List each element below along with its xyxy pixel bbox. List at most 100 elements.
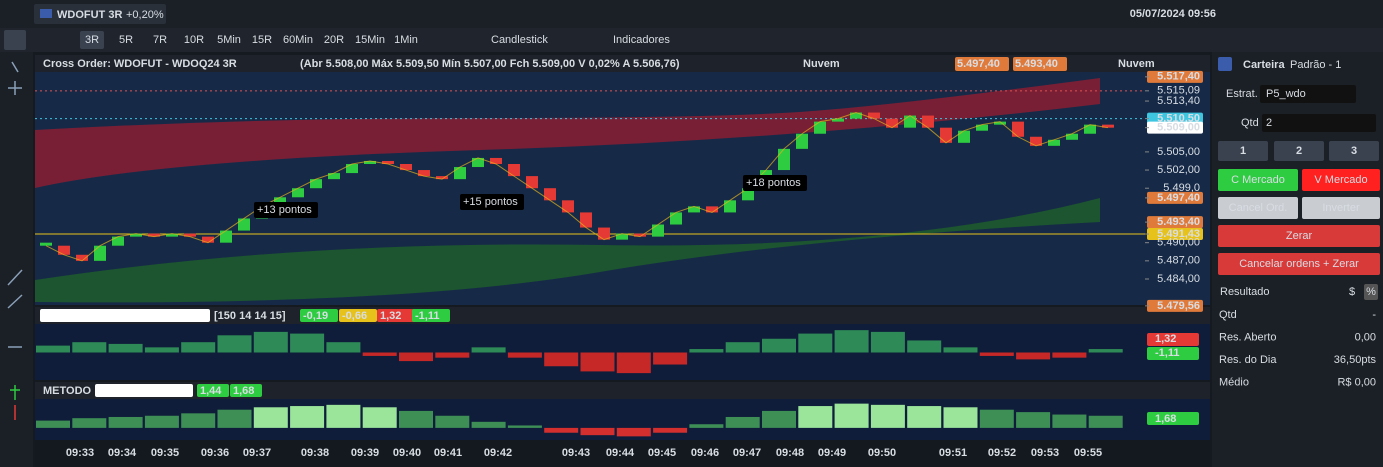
histogram-bar — [580, 352, 615, 372]
candle — [40, 242, 52, 246]
price-label: 5.484,00 — [1157, 273, 1200, 285]
candle — [562, 200, 574, 213]
histogram-bar — [979, 352, 1014, 356]
histogram-bar — [653, 352, 688, 365]
candle — [616, 233, 628, 240]
qty-input[interactable] — [1262, 114, 1376, 132]
result-unit: % — [1366, 286, 1376, 298]
histogram-bar — [36, 420, 70, 428]
cancel-button[interactable] — [1218, 197, 1298, 219]
cancel_zero-label: Cancelar ordens + Zerar — [1239, 258, 1359, 270]
indicator-value: -0,66 — [342, 310, 367, 322]
tab[interactable] — [34, 4, 166, 24]
chart-title: Cross Order: WDOFUT - WDOQ24 3R — [43, 58, 237, 70]
histogram-bar — [108, 343, 143, 353]
candle — [868, 112, 880, 119]
buy-button[interactable] — [1218, 169, 1298, 191]
annotation-bg — [254, 202, 318, 218]
histogram-bar — [943, 347, 978, 353]
result-unit-bg[interactable] — [1364, 284, 1378, 300]
qty-button[interactable] — [1218, 141, 1268, 161]
qty-value: 2 — [1266, 117, 1272, 129]
qty-button[interactable] — [1329, 141, 1379, 161]
histogram-bar — [36, 345, 70, 353]
histogram-bar — [181, 413, 216, 428]
histogram-bar — [979, 409, 1014, 428]
candle — [634, 233, 646, 237]
price-label: 5.515,09 — [1157, 85, 1200, 97]
histogram-bar — [1088, 349, 1123, 353]
time-label: 09:53 — [1031, 447, 1059, 459]
tab-change: +0,20% — [126, 9, 164, 21]
candle — [958, 130, 970, 143]
result-unit: $ — [1349, 286, 1355, 298]
candle — [706, 206, 718, 213]
histogram-bar — [435, 415, 470, 428]
histogram-bar — [653, 427, 688, 433]
tool-column — [0, 52, 33, 467]
indicator-value-bg — [230, 384, 262, 397]
candle — [328, 173, 340, 180]
stat-label: Médio — [1219, 376, 1249, 388]
candle — [742, 188, 754, 201]
sell-button[interactable] — [1302, 169, 1380, 191]
candle — [184, 233, 196, 237]
time-label: 09:37 — [243, 447, 271, 459]
cancel_zero-button[interactable] — [1218, 253, 1380, 275]
candle — [130, 233, 142, 237]
indicator-value-bg — [300, 309, 338, 322]
price-label: 5.505,00 — [1157, 146, 1200, 158]
histogram-bar — [435, 352, 470, 358]
histogram-bar — [689, 424, 724, 428]
stat-value: R$ 0,00 — [1337, 376, 1376, 388]
histogram-bar — [725, 416, 760, 428]
draw-tool[interactable] — [4, 30, 26, 50]
interval-button: 1Min — [394, 34, 418, 46]
annotation: +15 pontos — [463, 196, 518, 208]
histogram-bar — [108, 416, 143, 428]
candle — [724, 200, 736, 213]
interval-active[interactable] — [80, 31, 104, 49]
price-label: 5.487,00 — [1157, 255, 1200, 267]
candle — [598, 227, 610, 240]
strategy-select[interactable] — [1260, 85, 1356, 103]
candle — [778, 148, 790, 171]
buy-label: C Mercado — [1231, 174, 1285, 186]
histogram-bar — [943, 407, 978, 428]
time-label: 09:33 — [66, 447, 94, 459]
histogram-bar — [870, 331, 905, 353]
qty-button[interactable] — [1274, 141, 1324, 161]
candle — [796, 133, 808, 149]
histogram-bar — [580, 427, 615, 436]
header-item: 5.497,40 — [957, 58, 1000, 70]
time-label: 09:34 — [108, 447, 137, 459]
time-label: 09:48 — [776, 447, 804, 459]
histogram-bar — [1052, 414, 1087, 428]
time-label: 09:44 — [606, 447, 635, 459]
time-label: 09:38 — [301, 447, 329, 459]
price-label: 5.502,00 — [1157, 164, 1200, 176]
candle — [310, 179, 322, 189]
candle — [1102, 124, 1114, 128]
time-label: 09:41 — [434, 447, 462, 459]
green-cloud — [35, 198, 1100, 303]
candle — [238, 218, 250, 231]
zero-button[interactable] — [1218, 225, 1380, 247]
annotation-bg — [743, 175, 807, 191]
header-badge — [1013, 57, 1067, 71]
histogram-bar — [326, 342, 361, 353]
candle — [346, 164, 358, 174]
price-badge — [1147, 121, 1203, 134]
histogram-bar — [689, 349, 724, 353]
histogram-bar — [907, 340, 942, 353]
histogram-bar — [762, 338, 796, 353]
histogram-bar — [834, 403, 869, 428]
time-label: 09:36 — [201, 447, 229, 459]
candle — [148, 233, 160, 237]
price-label: 5.510,50 — [1157, 113, 1200, 125]
invert-button[interactable] — [1302, 197, 1380, 219]
toolbar — [0, 28, 1383, 52]
price-badge — [1147, 112, 1203, 125]
strategy-value: P5_wdo — [1266, 88, 1306, 100]
